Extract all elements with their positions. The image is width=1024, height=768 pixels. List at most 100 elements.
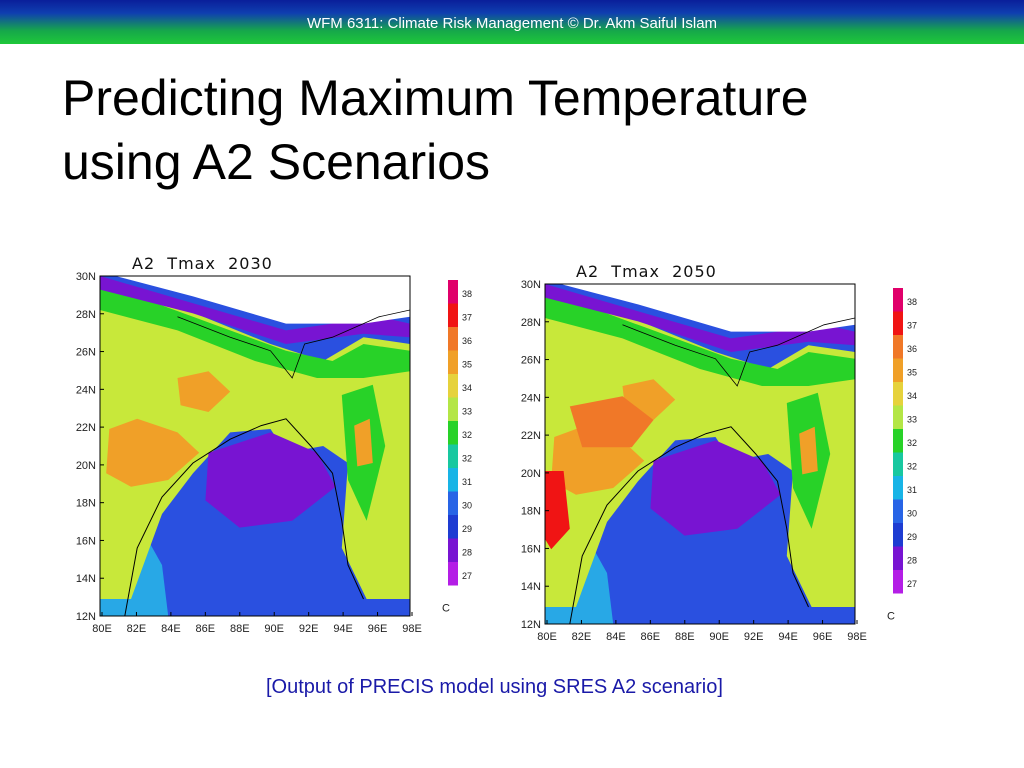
lon-tick-label: 86E: [641, 631, 661, 643]
north-green: [545, 290, 855, 386]
colorbar-label: 30: [907, 509, 917, 519]
colorbar-label: 33: [907, 415, 917, 425]
colorbar-segment: [893, 476, 903, 500]
colorbar-segment: [448, 303, 458, 327]
colorbar-label: 33: [462, 407, 472, 417]
lon-tick-label: 92E: [744, 631, 764, 643]
colorbar-label: 27: [907, 579, 917, 589]
slide-title-line2: using A2 Scenarios: [62, 134, 491, 190]
colorbar-segment: [893, 382, 903, 406]
lon-tick-label: 94E: [778, 631, 798, 643]
border-line: [622, 317, 855, 387]
colorbar-segment: [893, 546, 903, 570]
border-line: [177, 309, 410, 379]
colorbar-segment: [893, 311, 903, 335]
colorbar-label: 29: [907, 532, 917, 542]
colorbar-label: 29: [462, 524, 472, 534]
lat-tick-label: 18N: [76, 498, 96, 510]
lon-tick-label: 86E: [196, 623, 216, 635]
coastline: [569, 426, 809, 624]
colorbar-label: 27: [462, 571, 472, 581]
colorbar-segment: [893, 429, 903, 453]
nodata-top: [560, 284, 855, 332]
colorbar-label: 38: [907, 297, 917, 307]
lon-tick-label: 84E: [606, 631, 626, 643]
colorbar-label: 34: [907, 391, 917, 401]
colorbar-label: 32: [907, 438, 917, 448]
colorbar-segment: [448, 444, 458, 468]
lat-tick-label: 26N: [521, 355, 541, 367]
colorbar-segment: [448, 468, 458, 492]
lat-tick-label: 30N: [76, 271, 96, 283]
lat-tick-label: 16N: [76, 535, 96, 547]
lon-tick-label: 80E: [92, 623, 112, 635]
east-warm: [354, 418, 373, 467]
map-frame: [99, 275, 411, 617]
colorbar-label: 32: [462, 454, 472, 464]
north-purple: [545, 284, 855, 352]
hot-edge: [545, 471, 570, 550]
colorbar-segment: [448, 397, 458, 421]
slide-title: Predicting Maximum Temperature using A2 …: [62, 66, 962, 194]
colorbar-label: 38: [462, 289, 472, 299]
colorbar-label: 32: [462, 430, 472, 440]
lat-tick-label: 28N: [76, 309, 96, 321]
lat-tick-label: 20N: [76, 460, 96, 472]
lat-tick-label: 28N: [521, 317, 541, 329]
colorbar-label: 28: [462, 548, 472, 558]
lat-tick-label: 18N: [521, 506, 541, 518]
colorbar-segment: [448, 350, 458, 374]
colorbar-segment: [448, 538, 458, 562]
lon-tick-label: 90E: [709, 631, 729, 643]
lon-tick-label: 88E: [675, 631, 695, 643]
lat-tick-label: 16N: [521, 543, 541, 555]
colorbar-segment: [448, 327, 458, 351]
lat-tick-label: 12N: [76, 611, 96, 623]
colorbar-label: 35: [462, 360, 472, 370]
colorbar-label: 34: [462, 383, 472, 393]
lon-tick-label: 98E: [847, 631, 867, 643]
colorbar-label: 31: [907, 485, 917, 495]
colorbar-segment: [448, 280, 458, 304]
caption: [Output of PRECIS model using SRES A2 sc…: [266, 676, 723, 698]
lon-tick-label: 96E: [368, 623, 388, 635]
lon-tick-label: 98E: [402, 623, 422, 635]
colorbar-label: 37: [907, 321, 917, 331]
lon-tick-label: 88E: [230, 623, 250, 635]
lat-tick-label: 12N: [521, 619, 541, 631]
colorbar-segment: [893, 523, 903, 547]
hot-inland: [569, 396, 654, 448]
colorbar-segment: [893, 335, 903, 359]
map-field: [100, 276, 410, 616]
colorbar-label: 35: [907, 368, 917, 378]
colorbar-segment: [893, 358, 903, 382]
slide-title-line1: Predicting Maximum Temperature: [62, 70, 809, 126]
east-warm: [799, 426, 818, 475]
colorbar-segment: [893, 452, 903, 476]
colorbar-segment: [448, 562, 458, 586]
lat-tick-label: 14N: [76, 573, 96, 585]
map-2030-title: A2 Tmax 2030: [132, 254, 273, 273]
lat-tick-label: 22N: [521, 430, 541, 442]
colorbar-label: 32: [907, 462, 917, 472]
lon-tick-label: 94E: [333, 623, 353, 635]
colorbar-segment: [448, 491, 458, 515]
bay-core: [205, 432, 336, 528]
bay-core: [650, 440, 781, 536]
colorbar-unit: C: [442, 603, 450, 615]
colorbar-segment: [893, 405, 903, 429]
lat-tick-label: 20N: [521, 468, 541, 480]
colorbar-label: 36: [907, 344, 917, 354]
map-2050-title: A2 Tmax 2050: [576, 262, 717, 281]
lat-tick-label: 22N: [76, 422, 96, 434]
colorbar-segment: [448, 421, 458, 445]
colorbar-segment: [448, 374, 458, 398]
lon-tick-label: 96E: [813, 631, 833, 643]
colorbar-unit: C: [887, 611, 895, 623]
colorbar-segment: [893, 570, 903, 594]
hot-west: [106, 418, 200, 487]
colorbar-label: 31: [462, 477, 472, 487]
lon-tick-label: 82E: [127, 623, 147, 635]
